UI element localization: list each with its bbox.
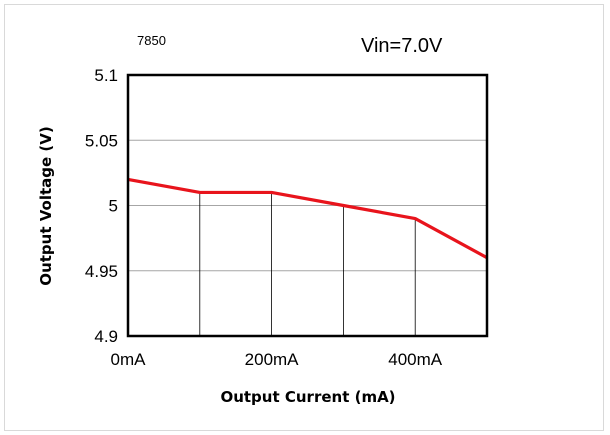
x-tick-label: 200mA <box>245 350 300 369</box>
y-tick-label: 5.1 <box>94 66 118 85</box>
y-axis-title: Output Voltage (V) <box>37 126 55 285</box>
y-tick-label: 5 <box>109 197 118 216</box>
x-tick-label: 0mA <box>111 350 147 369</box>
x-axis-title: Output Current (mA) <box>220 388 395 406</box>
y-tick-label: 5.05 <box>85 131 118 150</box>
x-tick-label: 400mA <box>388 350 443 369</box>
grid-lines <box>128 74 487 337</box>
y-tick-label: 4.95 <box>85 262 118 281</box>
y-tick-label: 4.9 <box>94 327 118 346</box>
annotation-vin: Vin=7.0V <box>361 35 443 57</box>
plot-area-border <box>126 73 489 338</box>
series-line <box>127 177 488 260</box>
annotation-model: 7850 <box>137 33 166 48</box>
tick-labels: 5.1 5.05 5 4.95 4.9 0mA 200mA 400mA <box>85 66 443 369</box>
series-lines <box>127 177 488 260</box>
